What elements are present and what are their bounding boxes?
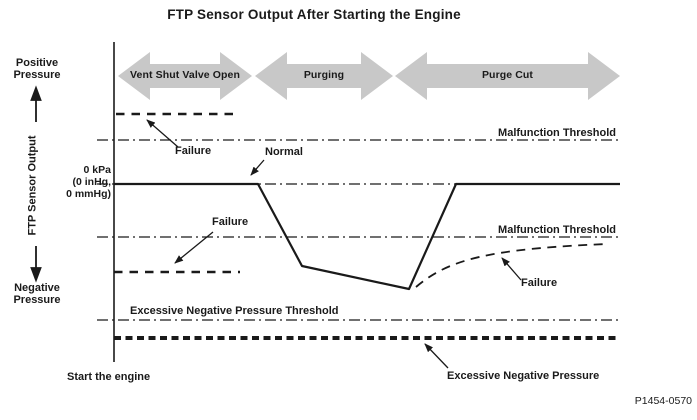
phase-arrow-purge-cut (395, 52, 620, 100)
zero-level-label: 0 kPa (0 inHg, 0 mmHg) (66, 164, 111, 200)
start-engine-label: Start the engine (67, 371, 151, 383)
phase-label-purge-cut: Purge Cut (481, 69, 534, 81)
phase-arrow-vent-shut-valve-open (118, 52, 252, 100)
phase-arrows (118, 52, 620, 100)
failure-right-annotation: Failure (521, 277, 558, 289)
normal-pointer-arrow (250, 159, 265, 176)
failure-right-pointer-arrow (501, 257, 522, 281)
phase-label-vent-shut-valve-open: Vent Shut Valve Open (130, 69, 240, 81)
failure-recovery-curve (415, 243, 608, 288)
diagram-title: FTP Sensor Output After Starting the Eng… (167, 7, 461, 22)
positive-pressure-label: Positive Pressure (13, 57, 61, 81)
lower-malfunction-threshold-label: Malfunction Threshold (498, 224, 616, 236)
positive-direction-arrowhead-icon (30, 85, 42, 101)
negative-direction-arrowhead-icon (30, 267, 42, 283)
excessive-negative-threshold-label: Excessive Negative Pressure Threshold (130, 305, 339, 317)
figure-code: P1454-0570 (634, 395, 692, 407)
negative-pressure-label: Negative Pressure (13, 282, 61, 306)
failure-lower-pointer-arrow (174, 231, 214, 264)
upper-malfunction-threshold-label: Malfunction Threshold (498, 127, 616, 139)
failure-lower-annotation: Failure (212, 216, 249, 228)
phase-arrow-purging (255, 52, 393, 100)
phase-label-purging: Purging (303, 69, 345, 81)
excessive-negative-pointer-arrow (424, 343, 449, 369)
excessive-negative-annotation: Excessive Negative Pressure (447, 370, 600, 382)
failure-upper-annotation: Failure (175, 145, 212, 157)
normal-annotation: Normal (265, 146, 303, 158)
normal-trace (114, 182, 620, 291)
failure-upper-pointer-arrow (146, 119, 179, 148)
